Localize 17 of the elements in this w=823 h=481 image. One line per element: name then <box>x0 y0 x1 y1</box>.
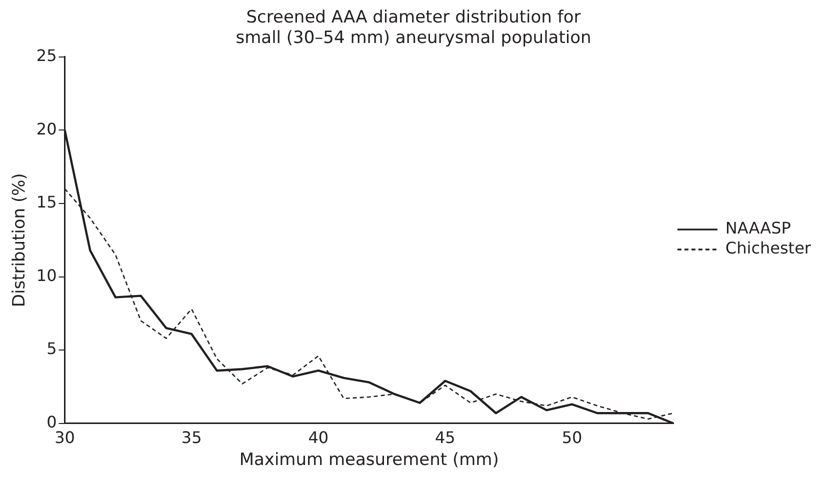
x-tick-label: 40 <box>308 428 329 448</box>
legend-label: NAAASP <box>725 218 792 238</box>
y-tick-label: 25 <box>36 46 57 65</box>
y-tick-label: 15 <box>36 192 57 212</box>
y-tick-label: 0 <box>46 412 57 432</box>
x-tick-label: 35 <box>181 428 202 448</box>
x-tick-label: 45 <box>435 428 456 448</box>
x-axis-title: Maximum measurement (mm) <box>239 450 499 470</box>
y-axis-title: Distribution (%) <box>10 173 30 308</box>
x-tick-label: 50 <box>562 428 582 448</box>
legend-label: Chichester <box>725 238 812 258</box>
x-tick-label: 30 <box>54 428 75 448</box>
y-tick-label: 5 <box>46 339 57 358</box>
text: Screened AAA diameter distribution for <box>246 8 581 28</box>
y-tick-label: 20 <box>36 119 57 138</box>
y-tick-label: 10 <box>36 266 57 285</box>
text: small (30–54 mm) aneurysmal population <box>236 28 592 48</box>
